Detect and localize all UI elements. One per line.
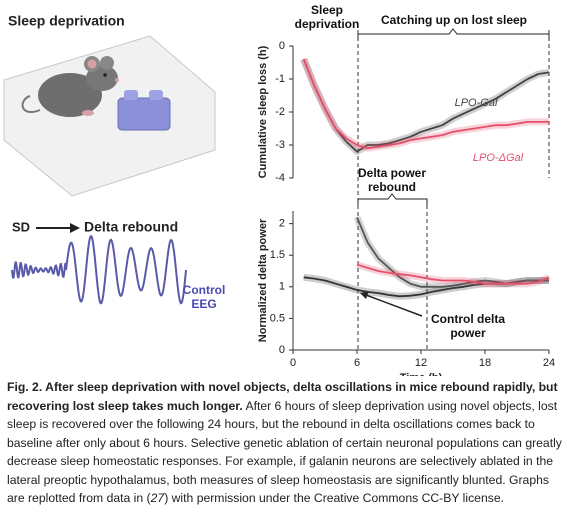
- eeg-wave: [11, 234, 187, 305]
- eye: [103, 73, 107, 77]
- caption-title: Fig. 2. After sleep deprivation with nov…: [7, 380, 558, 413]
- series-line: [302, 58, 549, 150]
- pointer: [365, 294, 423, 317]
- mouse-illustration: [3, 35, 216, 197]
- y-tick-label: 1.5: [270, 249, 285, 261]
- toy-block: [117, 97, 171, 131]
- mouse-body: [38, 73, 102, 117]
- x-tick-label: 18: [479, 357, 491, 369]
- pointer-head: [360, 291, 369, 299]
- series-label: LPO-ΔGal: [473, 152, 524, 164]
- error-band: [353, 215, 549, 291]
- x-tick-label: 0: [290, 357, 296, 369]
- annotation: Control delta power: [431, 312, 505, 340]
- panel-title: Sleep deprivation: [8, 13, 125, 29]
- error-band: [300, 57, 549, 152]
- arrowhead: [70, 223, 80, 233]
- y-axis-label: Cumulative sleep loss (h): [257, 45, 269, 178]
- y-tick-label: 0: [279, 40, 285, 52]
- figure: Sleep deprivation SD Delta rebound 0 -1 -2…: [3, 13, 555, 376]
- y-tick-label: 0.5: [270, 312, 285, 324]
- caption: Fig. 2. After sleep deprivation with nov…: [7, 378, 565, 508]
- series-label: LPO-Gal: [455, 97, 498, 109]
- caption-text: After 6 hours of sleep deprivation using…: [7, 398, 562, 506]
- y-tick-label: -4: [275, 172, 285, 184]
- bracket: [357, 193, 428, 205]
- y-tick-label: -2: [275, 106, 285, 118]
- sd-label: SD: [12, 219, 30, 234]
- series-line: [356, 263, 550, 285]
- series-line: [356, 216, 549, 288]
- y-tick-label: -1: [275, 73, 285, 85]
- y-tick-label: -3: [275, 139, 285, 151]
- x-tick-label: 24: [543, 357, 555, 369]
- paw: [82, 110, 94, 116]
- nose: [115, 78, 119, 82]
- y-axis-label: Normalized delta power: [257, 218, 269, 342]
- x-tick-label: 6: [354, 357, 360, 369]
- caption-text: ) with permission under the Creative Com…: [164, 491, 504, 505]
- x-tick-label: 12: [415, 357, 427, 369]
- rebound-label: Delta rebound: [84, 219, 178, 235]
- y-tick-label: 1: [279, 281, 285, 293]
- annotation: Delta power rebound: [357, 166, 426, 194]
- ear: [100, 56, 114, 70]
- series-line: [302, 58, 550, 153]
- eeg-label: Control EEG: [182, 283, 226, 311]
- block-stud: [149, 90, 163, 100]
- annotation: Catching up on lost sleep: [380, 13, 527, 27]
- y-tick-label: 0: [279, 344, 285, 356]
- y-tick-label: 2: [279, 218, 285, 230]
- caption-ref: 27: [150, 491, 165, 505]
- ear-inner: [87, 59, 97, 69]
- bracket: [357, 28, 550, 40]
- x-axis-label: Time (h): [400, 372, 443, 376]
- annotation: Sleep deprivation: [294, 3, 360, 31]
- block-stud: [124, 90, 138, 100]
- tail: [21, 95, 41, 113]
